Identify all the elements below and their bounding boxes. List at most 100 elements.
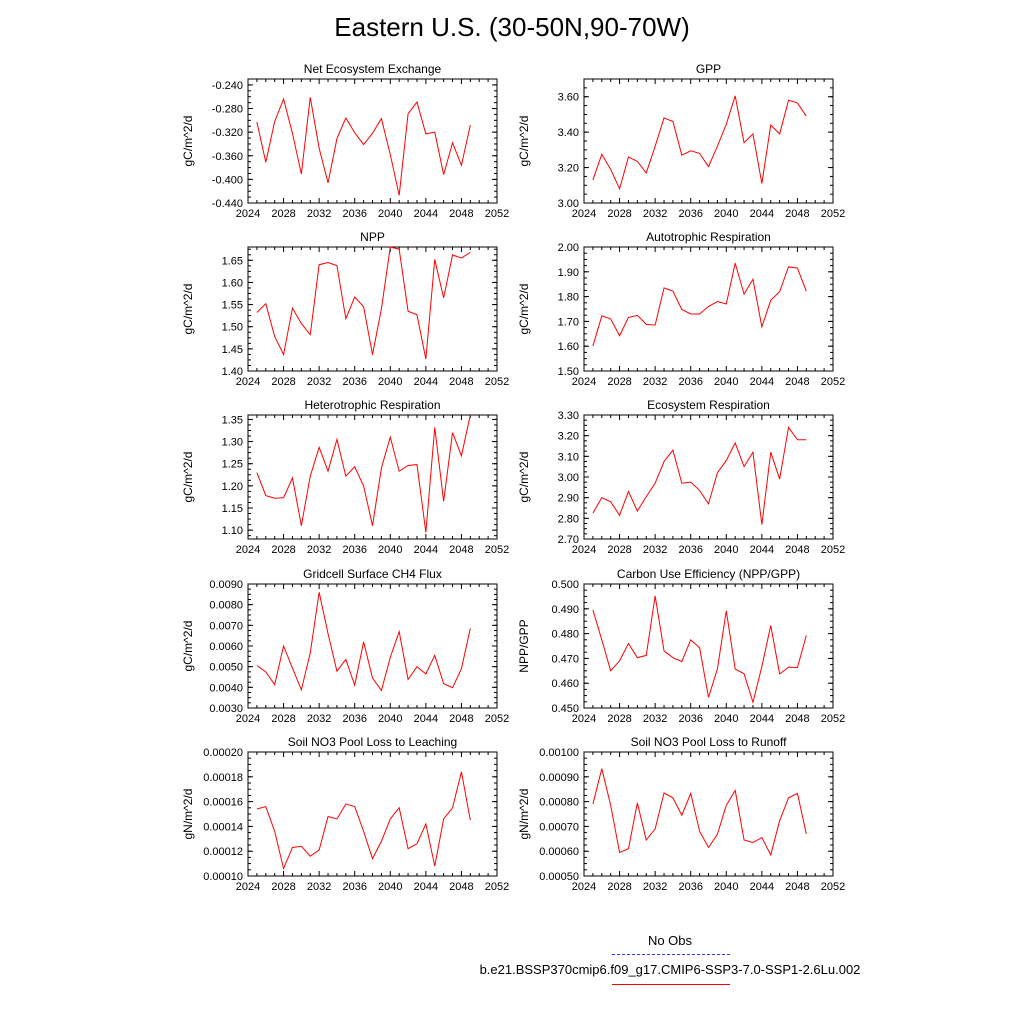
x-tick-label: 2028	[607, 713, 631, 725]
series-line	[592, 768, 807, 857]
x-tick-label: 2036	[342, 713, 366, 725]
x-tick-label: 2028	[607, 881, 631, 893]
plot-frame	[583, 751, 834, 877]
x-tick-label: 2024	[572, 713, 596, 725]
x-tick-label: 2040	[714, 713, 738, 725]
x-tick-label: 2032	[307, 208, 331, 220]
y-tick-label: 1.65	[222, 255, 243, 267]
y-tick-label: 0.00090	[539, 772, 579, 784]
x-tick-label: 2028	[271, 713, 295, 725]
x-tick-label: 2036	[678, 376, 702, 388]
y-tick-label: 0.0040	[209, 682, 243, 694]
chart-title: Carbon Use Efficiency (NPP/GPP)	[617, 567, 800, 581]
series-line	[592, 95, 807, 191]
chart-panel-10: Soil NO3 Pool Loss to Runoff 2024 2028 2032…	[517, 735, 845, 893]
y-tick-label: -0.360	[212, 151, 243, 163]
y-tick-label: -0.280	[212, 104, 243, 116]
x-tick-label: 2028	[271, 881, 295, 893]
x-tick-label: 2048	[449, 376, 473, 388]
y-axis-label: gC/m^2/d	[517, 452, 531, 503]
y-axis-label: gC/m^2/d	[517, 284, 531, 335]
x-tick-label: 2040	[714, 208, 738, 220]
x-tick-label: 2044	[414, 544, 438, 556]
x-tick-label: 2036	[678, 208, 702, 220]
x-tick-label: 2052	[485, 713, 509, 725]
x-tick-label: 2032	[307, 881, 331, 893]
plot-frame	[583, 246, 834, 372]
x-tick-label: 2028	[271, 544, 295, 556]
chart-panel-6: Ecosystem Respiration 2024 2028 2032 2036 204…	[517, 398, 845, 556]
x-tick-label: 2048	[449, 208, 473, 220]
y-tick-label: 0.00100	[539, 747, 579, 759]
x-tick-label: 2036	[342, 208, 366, 220]
x-tick-label: 2036	[342, 376, 366, 388]
x-tick-label: 2028	[607, 208, 631, 220]
y-tick-label: 0.00018	[203, 772, 243, 784]
x-tick-label: 2052	[485, 376, 509, 388]
x-tick-label: 2048	[785, 376, 809, 388]
x-tick-label: 2036	[342, 881, 366, 893]
x-tick-label: 2024	[236, 376, 260, 388]
x-tick-label: 2036	[678, 881, 702, 893]
x-tick-label: 2044	[750, 713, 774, 725]
chart-title: Soil NO3 Pool Loss to Runoff	[631, 735, 788, 749]
y-axis-label: gC/m^2/d	[181, 116, 195, 167]
x-tick-label: 2040	[378, 376, 402, 388]
y-tick-label: 0.00020	[203, 747, 243, 759]
x-tick-label: 2048	[785, 881, 809, 893]
x-tick-label: 2044	[414, 376, 438, 388]
page-title: Eastern U.S. (30-50N,90-70W)	[334, 12, 690, 42]
y-tick-label: 1.20	[222, 481, 243, 493]
y-axis-label: NPP/GPP	[517, 619, 531, 672]
x-tick-label: 2032	[307, 544, 331, 556]
x-tick-label: 2040	[378, 881, 402, 893]
x-tick-label: 2032	[643, 881, 667, 893]
x-tick-label: 2052	[821, 544, 845, 556]
x-tick-label: 2048	[785, 544, 809, 556]
y-tick-label: 0.0050	[209, 662, 243, 674]
chart-title: NPP	[360, 230, 385, 244]
chart-title: Autotrophic Respiration	[646, 230, 771, 244]
x-tick-label: 2044	[414, 881, 438, 893]
y-tick-label: 2.80	[558, 513, 579, 525]
y-tick-label: 0.460	[551, 678, 579, 690]
chart-panel-3: NPP 2024 2028 2032 2036 2040 2044 2048 2052 1.40 1…	[181, 230, 509, 388]
y-axis-label: gC/m^2/d	[181, 452, 195, 503]
plot-frame	[247, 414, 498, 540]
x-tick-label: 2052	[821, 376, 845, 388]
y-tick-label: 1.35	[222, 414, 243, 426]
y-axis-label: gN/m^2/d	[181, 789, 195, 840]
y-tick-label: 0.00012	[203, 846, 243, 858]
x-tick-label: 2024	[236, 713, 260, 725]
y-tick-label: 0.470	[551, 653, 579, 665]
x-tick-label: 2032	[307, 376, 331, 388]
x-tick-label: 2032	[643, 208, 667, 220]
y-tick-label: 3.20	[558, 163, 579, 175]
y-tick-label: 1.45	[222, 344, 243, 356]
plot-frame	[247, 583, 498, 709]
y-tick-label: 3.00	[558, 472, 579, 484]
series-line	[256, 246, 471, 360]
y-tick-label: 3.30	[558, 410, 579, 422]
x-tick-label: 2044	[750, 208, 774, 220]
y-tick-label: 3.60	[558, 92, 579, 104]
y-tick-label: 3.00	[558, 198, 579, 210]
y-tick-label: 0.00010	[203, 871, 243, 883]
y-tick-label: 1.50	[558, 366, 579, 378]
chart-title: GPP	[696, 62, 721, 76]
y-tick-label: 0.00016	[203, 797, 243, 809]
legend-obs-label: No Obs	[647, 933, 693, 948]
chart-panel-7: Gridcell Surface CH4 Flux 2024 2028 2032 203…	[181, 567, 509, 725]
y-tick-label: -0.240	[212, 80, 243, 92]
x-tick-label: 2048	[449, 881, 473, 893]
y-tick-label: 3.20	[558, 431, 579, 443]
chart-panel-9: Soil NO3 Pool Loss to Leaching 2024 2028 20…	[181, 735, 509, 893]
y-tick-label: 0.00070	[539, 821, 579, 833]
x-tick-label: 2052	[485, 881, 509, 893]
y-tick-label: -0.320	[212, 127, 243, 139]
plot-frame	[583, 583, 834, 709]
x-tick-label: 2052	[821, 208, 845, 220]
y-tick-label: 0.450	[551, 703, 579, 715]
x-tick-label: 2052	[821, 881, 845, 893]
